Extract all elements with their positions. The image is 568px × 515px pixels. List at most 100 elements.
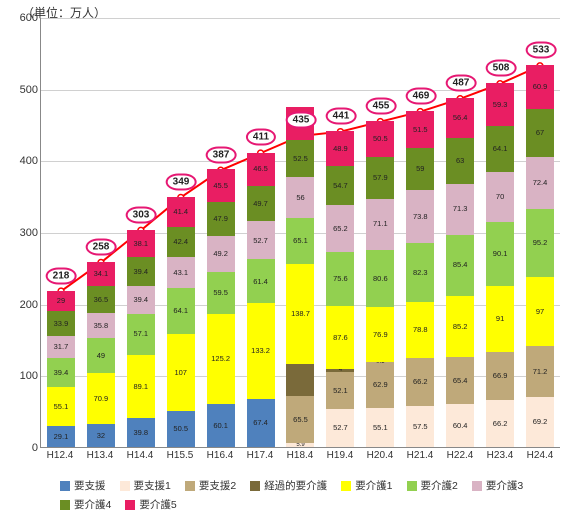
bar-segment-keikateki: 4 [326, 369, 354, 372]
trend-point-label: 435 [286, 112, 317, 129]
bar-column: 50.510764.143.142.441.4 [167, 197, 195, 447]
bar-segment-youkaigo3: 52.7 [247, 221, 275, 259]
bar-segment-youkaigo2: 59.5 [207, 272, 235, 315]
bar-segment-youkaigo5: 60.9 [526, 65, 554, 109]
y-tick-label: 200 [8, 299, 38, 311]
legend-item-youkaigo5: 要介護5 [125, 497, 176, 512]
bar-segment-label: 32 [97, 432, 105, 440]
plot-area: 29.155.139.431.733.9293270.94935.836.534… [40, 18, 560, 448]
bar-segment-youshien: 50.5 [167, 411, 195, 447]
bar-segment-youshien2: 52.1 [326, 372, 354, 409]
bar-segment-label: 46.5 [253, 165, 268, 173]
x-tick-label: H21.4 [406, 450, 434, 461]
trend-point-label: 487 [446, 74, 477, 91]
bar-segment-label: 97 [536, 308, 544, 316]
bar-segment-label: 45.5 [213, 182, 228, 190]
bar-segment-label: 95.2 [533, 239, 548, 247]
x-tick-label: H18.4 [286, 450, 314, 461]
bar-segment-youkaigo4: 63 [446, 138, 474, 183]
bar-segment-youkaigo2: 82.3 [406, 243, 434, 302]
bar-segment-label: 50.5 [373, 135, 388, 143]
bar-segment-youkaigo5: 46.5 [247, 153, 275, 186]
trend-point-label: 349 [166, 173, 197, 190]
bar-segment-youshien2: 65.4 [446, 357, 474, 404]
bar-segment-youkaigo2: 65.1 [286, 218, 314, 265]
bar-segment-youkaigo3: 43.1 [167, 257, 195, 288]
bar-segment-youkaigo1: 97 [526, 277, 554, 347]
bar-segment-label: 48.9 [333, 145, 348, 153]
legend-swatch [407, 481, 417, 491]
bar-segment-label: 59 [416, 165, 424, 173]
bar-segment-label: 49.2 [213, 250, 228, 258]
bar-segment-label: 85.2 [453, 323, 468, 331]
bar-segment-youkaigo5: 50.5 [366, 121, 394, 157]
bar-segment-youkaigo1: 87.6 [326, 306, 354, 369]
x-tick-label: H16.4 [206, 450, 234, 461]
bar-segment-label: 57.1 [133, 330, 148, 338]
legend-label: 要介護5 [139, 497, 176, 512]
legend-item-youkaigo4: 要介護4 [60, 497, 111, 512]
bar-segment-youkaigo3: 70 [486, 172, 514, 222]
bar-segment-label: 67.4 [253, 419, 268, 427]
legend-label: 要介護3 [486, 478, 523, 493]
bar-column: 5.965.5138.765.15652.546.5 [286, 107, 314, 448]
x-tick-label: H22.4 [446, 450, 474, 461]
bar-segment-label: 59.3 [493, 101, 508, 109]
y-tick-label: 600 [8, 12, 38, 24]
legend-label: 要介護2 [421, 478, 458, 493]
bar-segment-label: 49 [97, 352, 105, 360]
trend-point-label: 258 [86, 239, 117, 256]
bar-column: 3270.94935.836.534.1 [87, 262, 115, 447]
bar-segment-label: 39.8 [133, 429, 148, 437]
bar-segment-youkaigo4: 57.9 [366, 157, 394, 198]
bar-segment-youshien: 32 [87, 424, 115, 447]
y-tick-label: 100 [8, 370, 38, 382]
y-tick-label: 500 [8, 84, 38, 96]
x-tick-label: H15.5 [166, 450, 194, 461]
legend-item-youshien: 要支援 [60, 478, 106, 493]
bar-column: 29.155.139.431.733.929 [47, 291, 75, 447]
bar-segment-youshien: 39.8 [127, 418, 155, 447]
bar-segment-label: 51.5 [413, 126, 428, 134]
bar-segment-youkaigo5: 59.3 [486, 83, 514, 125]
trend-point-label: 411 [246, 129, 276, 146]
bar-segment-youkaigo5: 51.5 [406, 111, 434, 148]
bar-segment-youkaigo5: 41.4 [167, 197, 195, 227]
bar-column: 67.4 133.2 61.4 52.749.7 46.5 [247, 153, 275, 447]
x-tick-label: H17.4 [246, 450, 274, 461]
bar-segment-youkaigo4: 49.7 [247, 186, 275, 222]
bar-segment-youkaigo2: 75.6 [326, 252, 354, 306]
trend-point-label: 303 [126, 206, 157, 223]
bar-segment-youkaigo1: 107 [167, 334, 195, 411]
legend-item-youkaigo3: 要介護3 [472, 478, 523, 493]
bar-segment-label: 43.1 [173, 269, 188, 277]
bar-segment-youkaigo5: 29 [47, 291, 75, 312]
bar-segment-youkaigo5: 48.9 [326, 131, 354, 166]
bar-segment-youkaigo4: 33.9 [47, 311, 75, 335]
legend-item-youkaigo1: 要介護1 [341, 478, 392, 493]
bar-segment-label: 69.2 [533, 418, 548, 426]
bar-segment-youkaigo5: 38.1 [127, 230, 155, 257]
bar-column: 39.889.157.139.439.438.1 [127, 230, 155, 447]
bar-segment-youkaigo5: 45.5 [207, 169, 235, 202]
bar-segment-label: 64.1 [173, 307, 188, 315]
legend-swatch [185, 481, 195, 491]
bar-segment-youkaigo2: 85.4 [446, 235, 474, 296]
bar-segment-label: 56 [296, 194, 304, 202]
bar-segment-youkaigo1: 91 [486, 286, 514, 351]
bar-segment-label: 60.9 [533, 83, 548, 91]
bar-segment-label: 39.4 [133, 296, 148, 304]
bar-segment-youshien2: 65.5 [286, 396, 314, 443]
bar-segment-youshien: 67.4 [247, 399, 275, 447]
bar-segment-label: 65.1 [293, 237, 308, 245]
legend-swatch [250, 481, 260, 491]
bar-segment-youshien2: 66.9 [486, 352, 514, 400]
bar-segment-youkaigo2: 49 [87, 338, 115, 373]
bar-segment-label: 35.8 [94, 322, 109, 330]
bar-segment-youkaigo5: 34.1 [87, 262, 115, 286]
y-tick-label: 400 [8, 155, 38, 167]
bar-segment-label: 61.4 [253, 278, 268, 286]
bar-segment-youkaigo1: 133.2 [247, 303, 275, 398]
y-tick-label: 300 [8, 227, 38, 239]
trend-point-label: 455 [366, 97, 397, 114]
